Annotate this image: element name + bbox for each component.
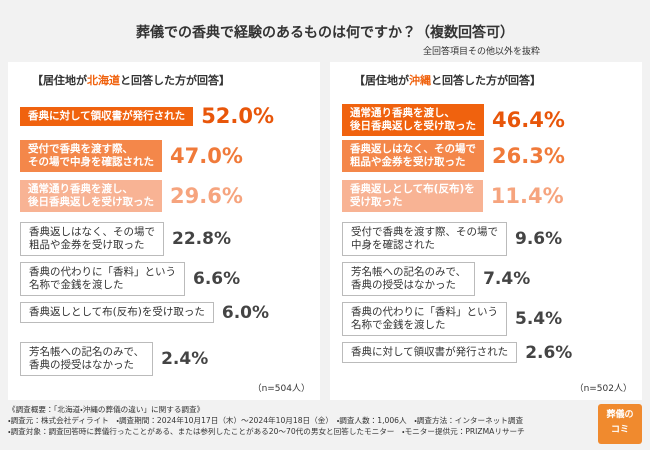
item-box: 受付で香典を渡す際、その場で中身を確認された [20, 140, 162, 172]
item: 香典返しはなく、その場で 粗品や金券を受け取った 22.8% [20, 222, 231, 256]
item: 通常通り香典を渡し、 後日香典返しを受け取った 29.6% [20, 180, 243, 212]
heading-prefix: 【居住地が [354, 74, 409, 87]
item: 香典返しはなく、その場で 粗品や金券を受け取った 26.3% [342, 140, 565, 172]
item-box: 香典に対して領収書が発行された [20, 106, 194, 126]
item-box: 香典の代わりに「香料」という 名称で金銭を渡した [20, 262, 185, 296]
item-box: 芳名帳への記名のみで、 香典の授受はなかった [20, 342, 154, 376]
item-line: 受け取った [350, 196, 403, 208]
item-line: 受付で香典を渡す際、その場で [351, 226, 498, 238]
item-line: 香典の代わりに「香料」という [351, 306, 498, 318]
footer-line: ・調査対象：調査回答時に葬儀行ったことがある、または参列したことがある20〜70… [8, 427, 525, 436]
item: 芳名帳への記名のみで、 香典の授受はなかった 7.4% [342, 262, 530, 296]
item-line: 香典返しとして布(反布)を [350, 183, 475, 195]
item-line: 通常通り香典を渡し、 [28, 183, 133, 195]
sample-size: （n=504人） [252, 384, 310, 394]
item-line: 粗品や金券を受け取った [29, 239, 145, 251]
item-percent: 5.4% [515, 309, 563, 329]
item-line: 香典返しとして布(反布)を受け取った [29, 306, 205, 318]
item-box: 香典返しとして布(反布)を受け取った [342, 180, 483, 212]
panel-heading: 【居住地が北海道と回答した方が回答】 [32, 72, 230, 88]
heading-suffix: と回答した方が回答】 [431, 74, 541, 87]
item-percent: 47.0% [170, 144, 243, 168]
panel-heading: 【居住地が沖縄と回答した方が回答】 [354, 72, 541, 88]
item-percent: 6.6% [193, 269, 241, 289]
item-box: 香典返しはなく、その場で 粗品や金券を受け取った [342, 140, 484, 172]
item-line: 芳名帳への記名のみで、 [351, 266, 467, 278]
item: 香典の代わりに「香料」という 名称で金銭を渡した 5.4% [342, 302, 562, 336]
item-box: 香典返しとして布(反布)を受け取った [20, 302, 214, 323]
item-line: 香典に対して領収書が発行された [351, 346, 509, 358]
item-percent: 52.0% [201, 104, 275, 128]
item: 香典に対して領収書が発行された 2.6% [342, 342, 572, 363]
item-line: 受付で香典を渡す際、 [28, 143, 133, 155]
item-percent: 9.6% [515, 229, 563, 249]
item-line: 香典返しはなく、その場で [29, 226, 155, 238]
footer-line: ・調査元：株式会社ディライト ・調査期間：2024年10月17日（木）〜2024… [8, 416, 524, 425]
item-box: 香典に対して領収書が発行された [342, 342, 518, 363]
title: 葬儀での香典で経験のあるものは何ですか？（複数回答可） [136, 25, 514, 41]
panel: 【居住地が沖縄と回答した方が回答】通常通り香典を渡し、 後日香典返しを受け取った 4… [330, 62, 642, 400]
item-line: 芳名帳への記名のみで、 [29, 346, 145, 358]
item-line: 香典の代わりに「香料」という [29, 266, 176, 278]
item-percent: 6.0% [221, 302, 270, 323]
logo-text: 葬儀の [606, 410, 634, 420]
item-line: 香典返しはなく、その場で [350, 143, 476, 155]
item-box: 通常通り香典を渡し、 後日香典返しを受け取った [342, 104, 484, 136]
item-line: 通常通り香典を渡し、 [350, 107, 455, 119]
item: 香典に対して領収書が発行された 52.0% [20, 104, 274, 128]
sample-size: （n=502人） [574, 384, 632, 394]
item-line: 香典の授受はなかった [29, 359, 134, 371]
item-percent: 26.3% [492, 144, 565, 168]
item-line: 名称で金銭を渡した [29, 279, 124, 291]
heading-suffix: と回答した方が回答】 [120, 74, 230, 87]
footer-line: 《調査概要：「北海道・沖縄の葬儀の違い」に関する調査》 [8, 405, 205, 414]
item: 受付で香典を渡す際、その場で 中身を確認された 9.6% [342, 222, 562, 256]
item-line: 名称で金銭を渡した [351, 319, 446, 331]
item-line: 後日香典返しを受け取った [350, 120, 476, 132]
logo: 葬儀の コミ [598, 404, 642, 444]
item-percent: 11.4% [490, 184, 564, 208]
item: 受付で香典を渡す際、 その場で中身を確認された 47.0% [20, 140, 243, 172]
item-line: 後日香典返しを受け取った [28, 196, 154, 208]
subtitle: 全回答項目その他以外を抜粋 [422, 47, 540, 57]
heading-region: 沖縄 [409, 74, 431, 87]
item-box: 芳名帳への記名のみで、 香典の授受はなかった [342, 262, 476, 296]
item: 香典返しとして布(反布)を受け取った 6.0% [20, 302, 269, 323]
footer: 《調査概要：「北海道・沖縄の葬儀の違い」に関する調査》・調査元：株式会社ディライ… [8, 404, 525, 437]
item-percent: 2.4% [161, 349, 209, 369]
item: 香典返しとして布(反布)を 受け取った 11.4% [342, 180, 564, 212]
item: 芳名帳への記名のみで、 香典の授受はなかった 2.4% [20, 342, 208, 376]
item-line: 中身を確認された [351, 239, 435, 251]
item-line: 香典に対して領収書が発行された [28, 109, 186, 122]
item-percent: 29.6% [170, 184, 243, 208]
item-box: 香典返しはなく、その場で 粗品や金券を受け取った [20, 222, 164, 256]
item-box: 通常通り香典を渡し、 後日香典返しを受け取った [20, 180, 162, 212]
item: 香典の代わりに「香料」という 名称で金銭を渡した 6.6% [20, 262, 240, 296]
panel: 【居住地が北海道と回答した方が回答】香典に対して領収書が発行された 52.0% 受付… [8, 62, 320, 400]
item: 通常通り香典を渡し、 後日香典返しを受け取った 46.4% [342, 104, 565, 136]
item-box: 香典の代わりに「香料」という 名称で金銭を渡した [342, 302, 507, 336]
item-box: 受付で香典を渡す際、その場で中身を確認された [342, 222, 507, 256]
item-line: その場で中身を確認された [28, 156, 154, 168]
heading-region: 北海道 [87, 74, 120, 87]
item-line: 粗品や金券を受け取った [350, 156, 466, 168]
item-line: 香典の授受はなかった [351, 279, 456, 291]
logo-text: コミ [610, 425, 629, 435]
item-percent: 7.4% [483, 269, 531, 289]
item-percent: 22.8% [172, 229, 231, 249]
item-percent: 2.6% [525, 342, 573, 363]
item-percent: 46.4% [492, 108, 565, 132]
heading-prefix: 【居住地が [32, 74, 87, 87]
